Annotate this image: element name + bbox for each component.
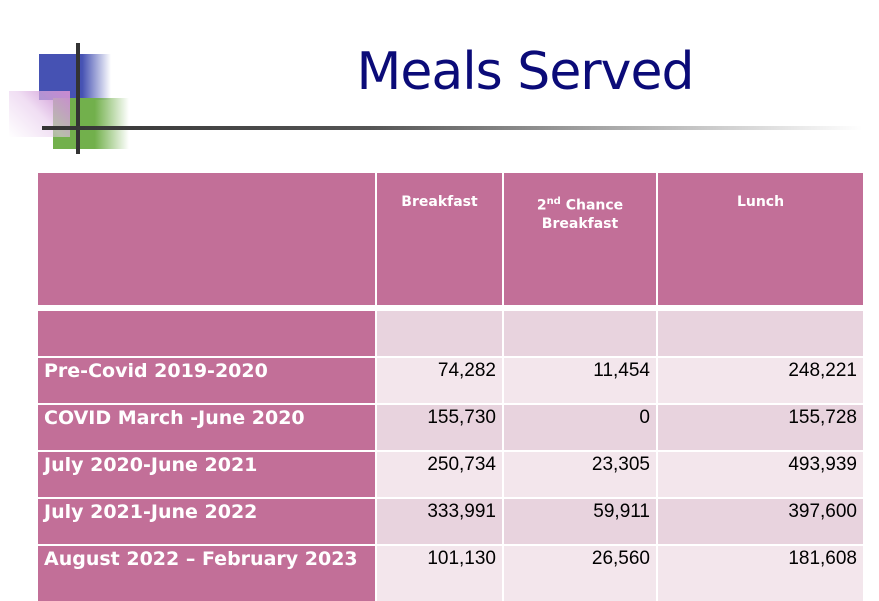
table-row: July 2020-June 2021 250,734 23,305 493,9… [36, 450, 865, 499]
lunch-value: 248,221 [656, 356, 865, 405]
blank-cell [656, 309, 865, 358]
breakfast-value: 250,734 [375, 450, 504, 499]
table-row: August 2022 – February 2023 101,130 26,5… [36, 544, 865, 601]
decorative-vertical-line [76, 43, 80, 154]
table-row: COVID March -June 2020 155,730 0 155,728 [36, 403, 865, 452]
header-lunch: Lunch [656, 171, 865, 307]
header-2nd-chance-breakfast: 2nd Chance Breakfast [502, 171, 658, 307]
second-chance-value: 0 [502, 403, 658, 452]
blank-cell [36, 309, 377, 358]
second-chance-value: 11,454 [502, 356, 658, 405]
breakfast-value: 155,730 [375, 403, 504, 452]
header-empty [36, 171, 377, 307]
spacer-row [37, 306, 864, 310]
row-label: July 2020-June 2021 [36, 450, 377, 499]
row-label: Pre-Covid 2019-2020 [36, 356, 377, 405]
table-row: July 2021-June 2022 333,991 59,911 397,6… [36, 497, 865, 546]
lunch-value: 397,600 [656, 497, 865, 546]
meals-table: Breakfast 2nd Chance Breakfast Lunch Pre-… [36, 171, 865, 601]
table-header-row: Breakfast 2nd Chance Breakfast Lunch [36, 171, 865, 307]
blank-cell [375, 309, 504, 358]
header-2nd-sup: nd [546, 196, 561, 207]
row-label: COVID March -June 2020 [36, 403, 377, 452]
lunch-value: 181,608 [656, 544, 865, 601]
slide-title: Meals Served [356, 42, 695, 102]
table-row: Pre-Covid 2019-2020 74,282 11,454 248,22… [36, 356, 865, 405]
second-chance-value: 26,560 [502, 544, 658, 601]
decorative-pink-square [9, 91, 70, 137]
decorative-horizontal-line [42, 126, 862, 130]
header-2nd-num: 2 [536, 197, 547, 214]
second-chance-value: 23,305 [502, 450, 658, 499]
lunch-value: 493,939 [656, 450, 865, 499]
header-2nd-rest: Chance [565, 197, 624, 214]
lunch-value: 155,728 [656, 403, 865, 452]
spacer [37, 306, 864, 310]
blank-cell [502, 309, 658, 358]
second-chance-value: 59,911 [502, 497, 658, 546]
header-breakfast: Breakfast [375, 171, 504, 307]
row-label: July 2021-June 2022 [36, 497, 377, 546]
breakfast-value: 333,991 [375, 497, 504, 546]
breakfast-value: 101,130 [375, 544, 504, 601]
header-2nd-line2: Breakfast [541, 215, 619, 232]
blank-row [36, 309, 865, 358]
breakfast-value: 74,282 [375, 356, 504, 405]
row-label: August 2022 – February 2023 [36, 544, 377, 601]
